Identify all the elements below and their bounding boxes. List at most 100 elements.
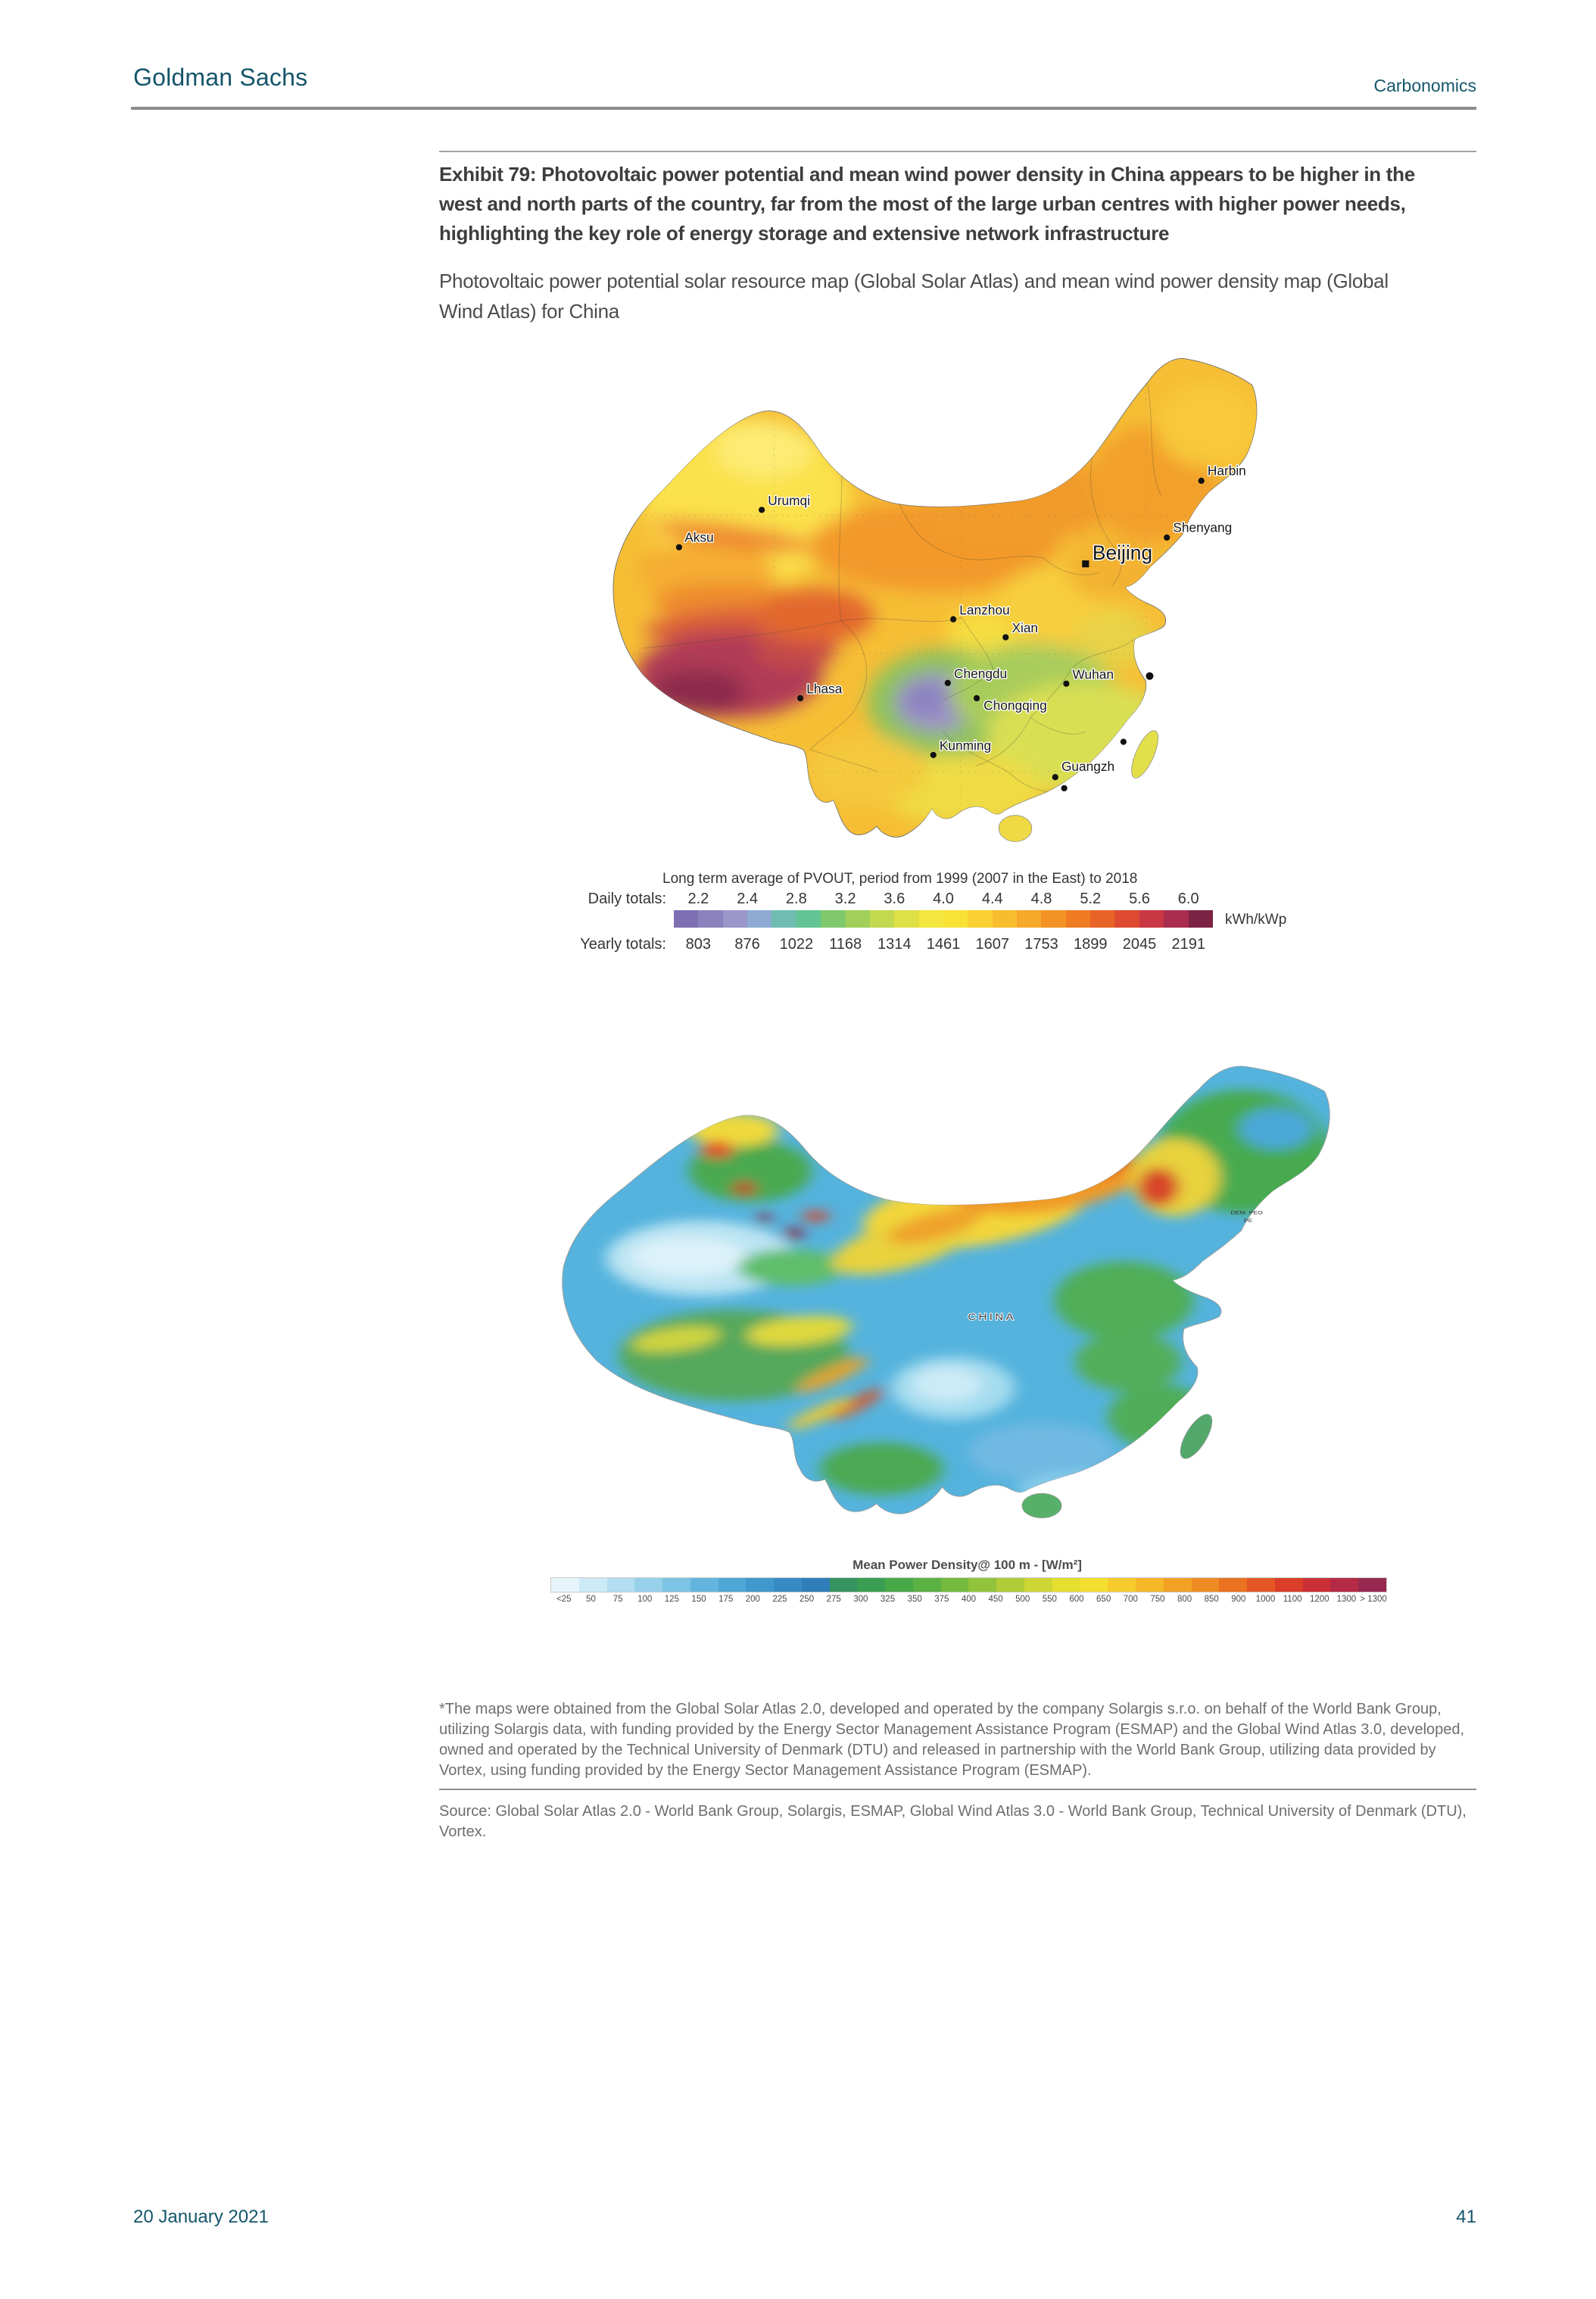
footnote-line: utilizing Solargis data, with funding pr…	[439, 1721, 1465, 1738]
legend-tick: 1168	[829, 936, 862, 953]
city-label: Lanzhou	[959, 602, 1009, 617]
colorbar-segment	[551, 1578, 579, 1592]
yearly-totals-label: Yearly totals:	[580, 936, 666, 953]
solar-heat-blobs	[636, 383, 1257, 824]
map-text-label: DEM. PEO	[1231, 1209, 1263, 1215]
colorbar-segment	[1024, 1578, 1052, 1592]
legend-tick: 150	[691, 1595, 706, 1604]
solar-legend-title: Long term average of PVOUT, period from …	[662, 871, 1138, 887]
legend-tick: 275	[826, 1595, 841, 1604]
colorbar-segment	[1017, 910, 1042, 928]
colorbar-segment	[718, 1578, 747, 1592]
legend-tick: 2.8	[785, 891, 807, 907]
city-marker	[1052, 774, 1058, 781]
solar-legend-unit: kWh/kWp	[1225, 912, 1287, 928]
exhibit-top-divider	[439, 151, 1476, 152]
colorbar-segment	[606, 1578, 635, 1592]
legend-tick: 4.4	[981, 891, 1003, 907]
graticule-lines	[613, 358, 1257, 838]
legend-tick: 3.6	[884, 891, 906, 907]
legend-tick: 1022	[779, 936, 814, 953]
colorbar-segment	[940, 1578, 969, 1592]
legend-tick: 5.6	[1129, 891, 1150, 907]
goldman-sachs-logo: Goldman Sachs	[133, 64, 308, 91]
footer-date: 20 January 2021	[133, 2207, 269, 2227]
city-marker	[1164, 534, 1171, 541]
colorbar-segment	[918, 910, 943, 928]
footnote-line: *The maps were obtained from the Global …	[439, 1701, 1442, 1717]
colorbar-segment	[1139, 910, 1164, 928]
legend-tick: 375	[934, 1595, 949, 1604]
source-line: Vortex.	[439, 1823, 487, 1840]
legend-tick: 600	[1069, 1595, 1084, 1604]
wind-power-density-map: CHINA DEM. PEO PE	[549, 1051, 1370, 1543]
colorbar-segment	[1219, 1578, 1248, 1592]
legend-tick: 650	[1096, 1595, 1111, 1604]
city-label: Kunming	[940, 738, 991, 753]
map-text-label: PE	[1244, 1218, 1253, 1224]
taiwan-island-wind	[1180, 1414, 1213, 1459]
colorbar-segment	[857, 1578, 886, 1592]
legend-tick: 1461	[926, 936, 961, 953]
legend-tick: 750	[1150, 1595, 1165, 1604]
solar-pv-potential-map: Urumqi Aksu Harbin Shenyang Beijing Lanzhou Xi…	[602, 342, 1291, 869]
city-marker	[1120, 738, 1127, 745]
hainan-island-wind	[1021, 1493, 1062, 1518]
legend-tick: 250	[799, 1595, 815, 1604]
colorbar-segment	[1080, 1578, 1108, 1592]
legend-tick: 2.2	[687, 891, 709, 907]
legend-tick: 876	[734, 936, 760, 953]
colorbar-segment	[894, 910, 919, 928]
city-marker	[1082, 560, 1089, 568]
colorbar-segment	[1041, 910, 1066, 928]
colorbar-segment	[796, 910, 821, 928]
city-marker	[796, 694, 804, 702]
city-marker	[1146, 672, 1154, 680]
legend-tick: 850	[1204, 1595, 1219, 1604]
footnote-line: Vortex, using funding provided by the En…	[439, 1762, 1092, 1779]
city-label: Chongqing	[983, 698, 1047, 713]
colorbar-segment	[1090, 910, 1115, 928]
legend-tick: 700	[1123, 1595, 1138, 1604]
legend-tick: 100	[637, 1595, 653, 1604]
colorbar-segment	[747, 910, 772, 928]
legend-tick: 325	[880, 1595, 896, 1604]
colorbar-segment	[943, 910, 968, 928]
legend-tick: 803	[685, 936, 712, 953]
city-label: Urumqi	[768, 493, 810, 508]
map-text-label: CHINA	[968, 1312, 1015, 1321]
publication-title: Carbonomics	[1373, 76, 1477, 95]
solar-legend-colorbar	[674, 910, 1213, 928]
city-marker	[1061, 785, 1068, 792]
legend-tick: 450	[988, 1595, 1003, 1604]
colorbar-segment	[722, 910, 748, 928]
city-marker	[1002, 634, 1009, 641]
legend-tick: <25	[556, 1595, 572, 1604]
legend-tick: 500	[1015, 1595, 1030, 1604]
legend-tick: 3.2	[834, 891, 856, 907]
colorbar-segment	[1114, 910, 1139, 928]
colorbar-segment	[1065, 910, 1091, 928]
legend-tick: 2045	[1122, 936, 1157, 953]
city-label: Lhasa	[806, 682, 842, 697]
exhibit-title-line: Exhibit 79: Photovoltaic power potential…	[439, 163, 1415, 186]
hainan-island-solar	[998, 815, 1033, 842]
legend-tick: 1314	[877, 936, 912, 953]
colorbar-segment	[1052, 1578, 1080, 1592]
city-marker	[950, 616, 957, 622]
exhibit-title-line: west and north parts of the country, far…	[439, 192, 1406, 215]
legend-tick: 800	[1177, 1595, 1192, 1604]
source-divider	[439, 1789, 1476, 1790]
exhibit-subtitle-line: Wind Atlas) for China	[439, 300, 619, 323]
city-label: Shenyang	[1173, 520, 1232, 535]
colorbar-segment	[690, 1578, 719, 1592]
exhibit-title-line: highlighting the key role of energy stor…	[439, 222, 1170, 245]
legend-tick: > 1300	[1360, 1595, 1387, 1604]
city-label: Aksu	[684, 529, 713, 544]
legend-tick: 1300	[1336, 1595, 1357, 1604]
city-label: Wuhan	[1073, 666, 1114, 682]
colorbar-segment	[1136, 1578, 1164, 1592]
colorbar-segment	[1164, 910, 1189, 928]
exhibit-title: Exhibit 79: Photovoltaic power potential…	[439, 160, 1488, 248]
